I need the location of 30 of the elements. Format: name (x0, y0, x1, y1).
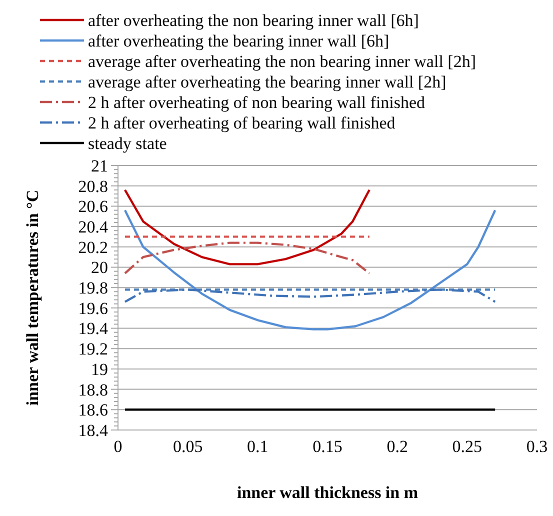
y-tick-label: 21 (91, 156, 108, 176)
legend-label: after overheating the non bearing inner wall [6h] (88, 10, 419, 30)
legend-label: after overheating the bearing inner wall [6h] (88, 31, 390, 50)
legend-label: 2 h after overheating of bearing wall finished (88, 113, 396, 132)
y-axis-title: inner wall temperatures in °C (23, 190, 42, 406)
legend-label: average after overheating the bearing inner wall [2h] (88, 72, 446, 92)
y-tick-label: 19.2 (78, 340, 108, 359)
x-tick-label: 0 (114, 437, 122, 456)
y-tick-label: 20.6 (78, 197, 108, 216)
y-tick-label: 19 (91, 360, 108, 379)
y-tick-label: 20.4 (78, 217, 108, 236)
y-tick-label: 18.6 (78, 400, 108, 420)
y-tick-label: 18.4 (78, 420, 108, 440)
x-tick-label: 0.25 (452, 437, 482, 456)
x-tick-label: 0.3 (526, 437, 548, 456)
x-axis-title: inner wall thickness in m (236, 483, 418, 502)
y-tick-label: 20.2 (78, 238, 108, 257)
legend-label: average after overheating the non bearing inner wall [2h] (88, 52, 476, 71)
x-tick-label: 0.1 (247, 437, 268, 456)
x-tick-label: 0.15 (312, 437, 342, 456)
y-tick-label: 19.8 (78, 278, 108, 298)
legend-label: steady state (88, 134, 167, 153)
y-tick-label: 19.4 (78, 319, 108, 338)
y-tick-label: 20 (91, 258, 108, 278)
y-tick-label: 18.8 (78, 380, 108, 400)
y-tick-label: 20.8 (78, 176, 108, 196)
x-tick-label: 0.05 (172, 437, 203, 456)
x-tick-label: 0.2 (386, 437, 408, 456)
legend-label: 2 h after overheating of non bearing wall finished (88, 92, 426, 112)
y-tick-label: 19.6 (78, 298, 108, 318)
